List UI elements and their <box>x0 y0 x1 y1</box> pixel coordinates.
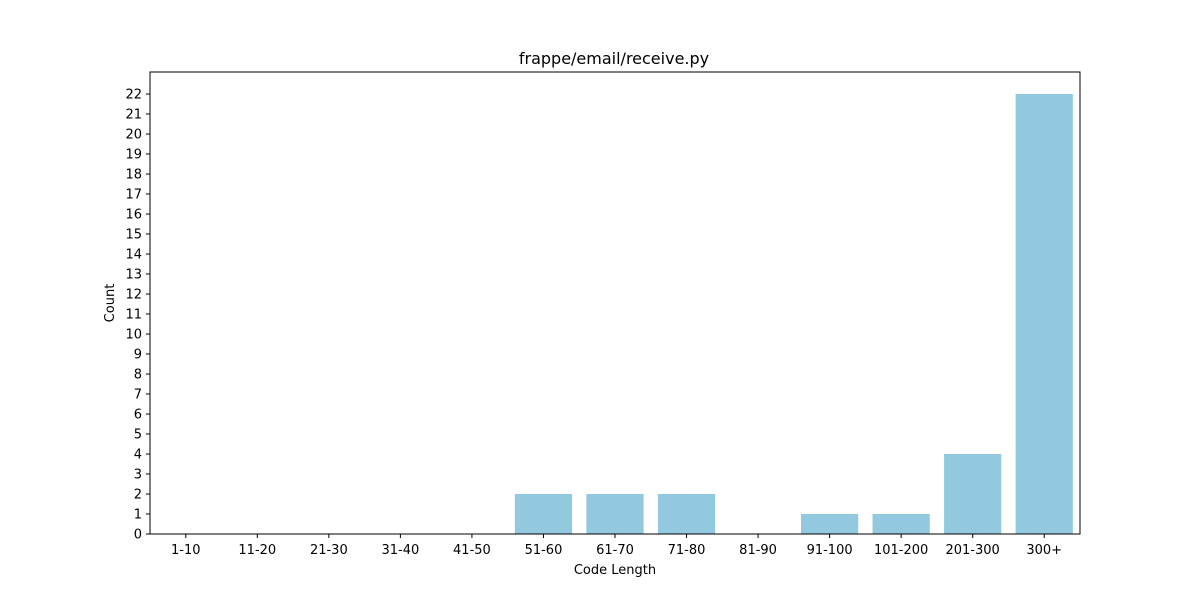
x-tick-label: 41-50 <box>453 543 491 558</box>
x-tick-label: 31-40 <box>381 543 419 558</box>
chart-title: frappe/email/receive.py <box>519 49 709 68</box>
y-tick-label: 8 <box>134 368 142 383</box>
x-tick-label: 71-80 <box>668 543 706 558</box>
y-tick-label: 16 <box>125 208 142 223</box>
x-tick-label: 91-100 <box>807 543 853 558</box>
bar-51-60 <box>514 494 573 534</box>
bar-71-80 <box>657 494 716 534</box>
x-tick-label: 201-300 <box>946 543 1000 558</box>
y-tick-label: 2 <box>134 488 142 503</box>
y-tick-label: 20 <box>125 128 142 143</box>
bar-201-300 <box>944 454 1002 534</box>
y-tick-label: 11 <box>125 308 142 323</box>
x-tick-label: 51-60 <box>525 543 563 558</box>
bar-61-70 <box>586 494 644 534</box>
x-tick-label: 61-70 <box>596 543 634 558</box>
y-tick-label: 18 <box>125 168 142 183</box>
y-tick-label: 13 <box>125 268 142 283</box>
plot-area-frame <box>149 71 1081 535</box>
y-tick-label: 12 <box>125 288 142 303</box>
x-axis: 1-10 11-20 21-30 31-40 41-50 51-60 61-70 71-80 8… <box>171 534 1062 558</box>
y-tick-label: 3 <box>134 468 142 483</box>
y-axis-label: Count <box>103 284 118 323</box>
bar-300+ <box>1015 94 1073 534</box>
bar-101-200 <box>872 514 930 534</box>
y-tick-label: 7 <box>134 388 142 403</box>
y-tick-label: 0 <box>134 528 142 543</box>
y-tick-label: 22 <box>125 88 142 103</box>
y-tick-label: 5 <box>134 428 142 443</box>
y-tick-label: 1 <box>134 508 142 523</box>
y-tick-label: 19 <box>125 148 142 163</box>
y-tick-label: 14 <box>125 248 142 263</box>
x-tick-label: 300+ <box>1026 543 1062 558</box>
x-tick-label: 1-10 <box>171 543 201 558</box>
y-tick-label: 17 <box>125 188 142 203</box>
x-tick-label: 101-200 <box>874 543 928 558</box>
bars-group <box>514 94 1073 534</box>
bar-91-100 <box>801 514 859 534</box>
y-tick-label: 4 <box>134 448 142 463</box>
x-tick-label: 11-20 <box>238 543 276 558</box>
y-tick-label: 15 <box>125 228 142 243</box>
x-axis-label: Code Length <box>574 563 656 578</box>
y-tick-label: 10 <box>125 328 142 343</box>
y-tick-label: 6 <box>134 408 142 423</box>
y-tick-label: 21 <box>125 108 142 123</box>
x-tick-label: 21-30 <box>310 543 348 558</box>
x-tick-label: 81-90 <box>739 543 777 558</box>
y-tick-label: 9 <box>134 348 142 363</box>
